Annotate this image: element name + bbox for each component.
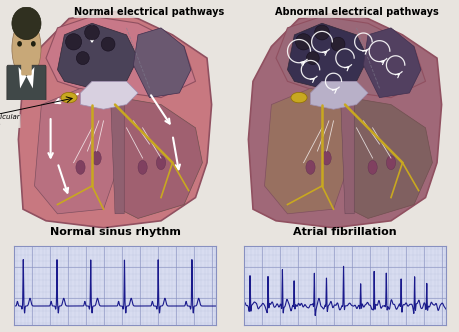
Circle shape xyxy=(314,25,329,40)
Polygon shape xyxy=(340,88,353,214)
Polygon shape xyxy=(110,88,124,214)
Polygon shape xyxy=(310,81,367,109)
Polygon shape xyxy=(275,16,425,98)
Polygon shape xyxy=(57,23,138,88)
Ellipse shape xyxy=(291,92,307,103)
Text: Abnormal electrical pathways: Abnormal electrical pathways xyxy=(274,7,437,17)
Polygon shape xyxy=(133,28,190,98)
Polygon shape xyxy=(46,16,195,98)
Ellipse shape xyxy=(367,160,376,174)
Polygon shape xyxy=(363,28,420,98)
Ellipse shape xyxy=(12,18,41,79)
Circle shape xyxy=(295,34,311,50)
Ellipse shape xyxy=(386,156,395,170)
Circle shape xyxy=(101,37,115,51)
Circle shape xyxy=(76,51,89,65)
Ellipse shape xyxy=(92,151,101,165)
Circle shape xyxy=(330,37,344,51)
Polygon shape xyxy=(287,23,367,88)
Circle shape xyxy=(84,25,99,40)
Ellipse shape xyxy=(138,160,147,174)
FancyBboxPatch shape xyxy=(7,65,46,102)
Circle shape xyxy=(306,51,319,65)
Ellipse shape xyxy=(305,160,314,174)
Polygon shape xyxy=(80,81,138,109)
Polygon shape xyxy=(27,67,34,88)
Ellipse shape xyxy=(76,160,85,174)
Polygon shape xyxy=(119,98,202,218)
Polygon shape xyxy=(18,67,27,88)
Text: Atrial fibrillation: Atrial fibrillation xyxy=(292,227,396,237)
Polygon shape xyxy=(34,88,119,214)
Circle shape xyxy=(66,34,82,50)
Polygon shape xyxy=(349,98,431,218)
Ellipse shape xyxy=(321,151,330,165)
Ellipse shape xyxy=(31,41,36,46)
Text: Atrioventricular
(AV) node: Atrioventricular (AV) node xyxy=(0,114,20,127)
Polygon shape xyxy=(248,12,441,228)
Ellipse shape xyxy=(156,156,165,170)
Text: Normal electrical pathways: Normal electrical pathways xyxy=(74,7,224,17)
Ellipse shape xyxy=(61,92,77,103)
Ellipse shape xyxy=(17,41,22,46)
Polygon shape xyxy=(18,12,211,228)
FancyBboxPatch shape xyxy=(21,60,32,75)
Text: Normal sinus rhythm: Normal sinus rhythm xyxy=(50,227,180,237)
Polygon shape xyxy=(264,88,349,214)
Ellipse shape xyxy=(12,7,41,40)
